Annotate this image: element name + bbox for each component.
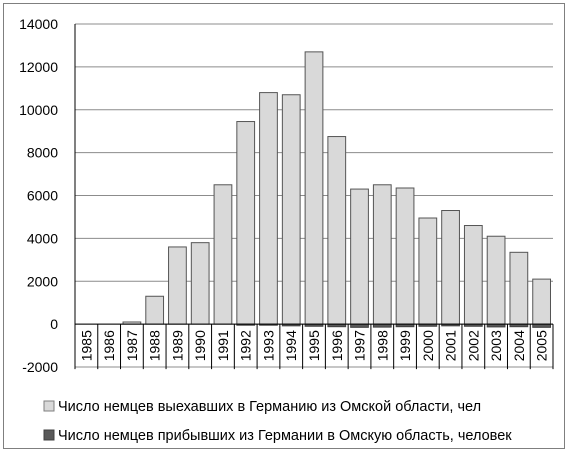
bar-departed-1989	[168, 246, 187, 325]
bar-departed-1997	[350, 188, 369, 325]
y-tick-label: -2000	[22, 359, 58, 375]
y-tick-label: 0	[50, 316, 58, 332]
y-axis-tick-labels: -2000 0 2000 4000 6000 8000 10000 12000 14000	[19, 16, 58, 375]
x-tick-label: 1996	[329, 330, 345, 361]
x-tick-label: 2000	[420, 330, 436, 361]
bar-departed-2004	[509, 251, 529, 325]
x-tick-label: 1988	[147, 330, 163, 361]
x-tick-label: 1995	[306, 330, 322, 361]
legend: Число немцев выехавших в Германию из Омс…	[43, 399, 512, 444]
legend-label-departed: Число немцев выехавших в Германию из Омс…	[58, 399, 481, 415]
x-tick-label: 1997	[352, 330, 368, 361]
y-tick-label: 2000	[27, 273, 58, 289]
axes	[74, 24, 554, 370]
x-tick-label: 1994	[283, 330, 299, 361]
x-tick-label: 1987	[124, 330, 140, 361]
x-tick-label: 1990	[192, 330, 208, 361]
x-tick-label: 1999	[397, 330, 413, 361]
bar-departed-2005	[532, 278, 551, 325]
legend-swatch-departed	[43, 400, 55, 412]
bar-departed-1993	[259, 92, 278, 325]
x-tick-label: 2005	[534, 330, 550, 361]
bar-departed-2002	[463, 225, 483, 325]
bar-departed-2001	[441, 210, 460, 325]
x-tick-label: 2002	[465, 330, 481, 361]
x-tick-label: 2003	[488, 330, 504, 361]
bar-departed-1998	[372, 184, 392, 325]
bar-departed-1996	[327, 136, 347, 325]
x-axis-tick-labels: 1985 1986 1987 1988 1989 1990 1991 1992 1993 1994…	[78, 330, 549, 361]
x-tick-label: 1992	[238, 330, 254, 361]
y-tick-label: 14000	[19, 16, 58, 32]
legend-swatch-arrived	[43, 429, 55, 441]
bars	[122, 51, 551, 328]
bar-departed-1999	[395, 187, 415, 325]
bar-departed-2000	[418, 217, 438, 325]
x-tick-label: 1985	[78, 330, 94, 361]
y-tick-label: 8000	[27, 145, 58, 161]
bar-departed-1990	[190, 242, 210, 325]
y-tick-label: 4000	[27, 230, 58, 246]
bar-departed-1991	[213, 184, 233, 325]
x-tick-label: 1991	[215, 330, 231, 361]
bar-departed-1994	[281, 94, 301, 325]
x-tick-label: 2004	[511, 330, 527, 361]
legend-label-arrived: Число немцев прибывших из Германии в Омс…	[58, 428, 512, 444]
x-tick-label: 1989	[169, 330, 185, 361]
y-tick-label: 12000	[19, 59, 58, 75]
x-tick-label: 1993	[260, 330, 276, 361]
x-tick-label: 2001	[443, 330, 459, 361]
bar-departed-1992	[236, 121, 256, 325]
x-tick-label: 1998	[374, 330, 390, 361]
y-tick-label: 10000	[19, 102, 58, 118]
x-tick-label: 1986	[101, 330, 117, 361]
y-tick-label: 6000	[27, 188, 58, 204]
bar-departed-1995	[304, 51, 324, 325]
bar-departed-2003	[486, 235, 506, 325]
bar-departed-1988	[145, 295, 165, 325]
